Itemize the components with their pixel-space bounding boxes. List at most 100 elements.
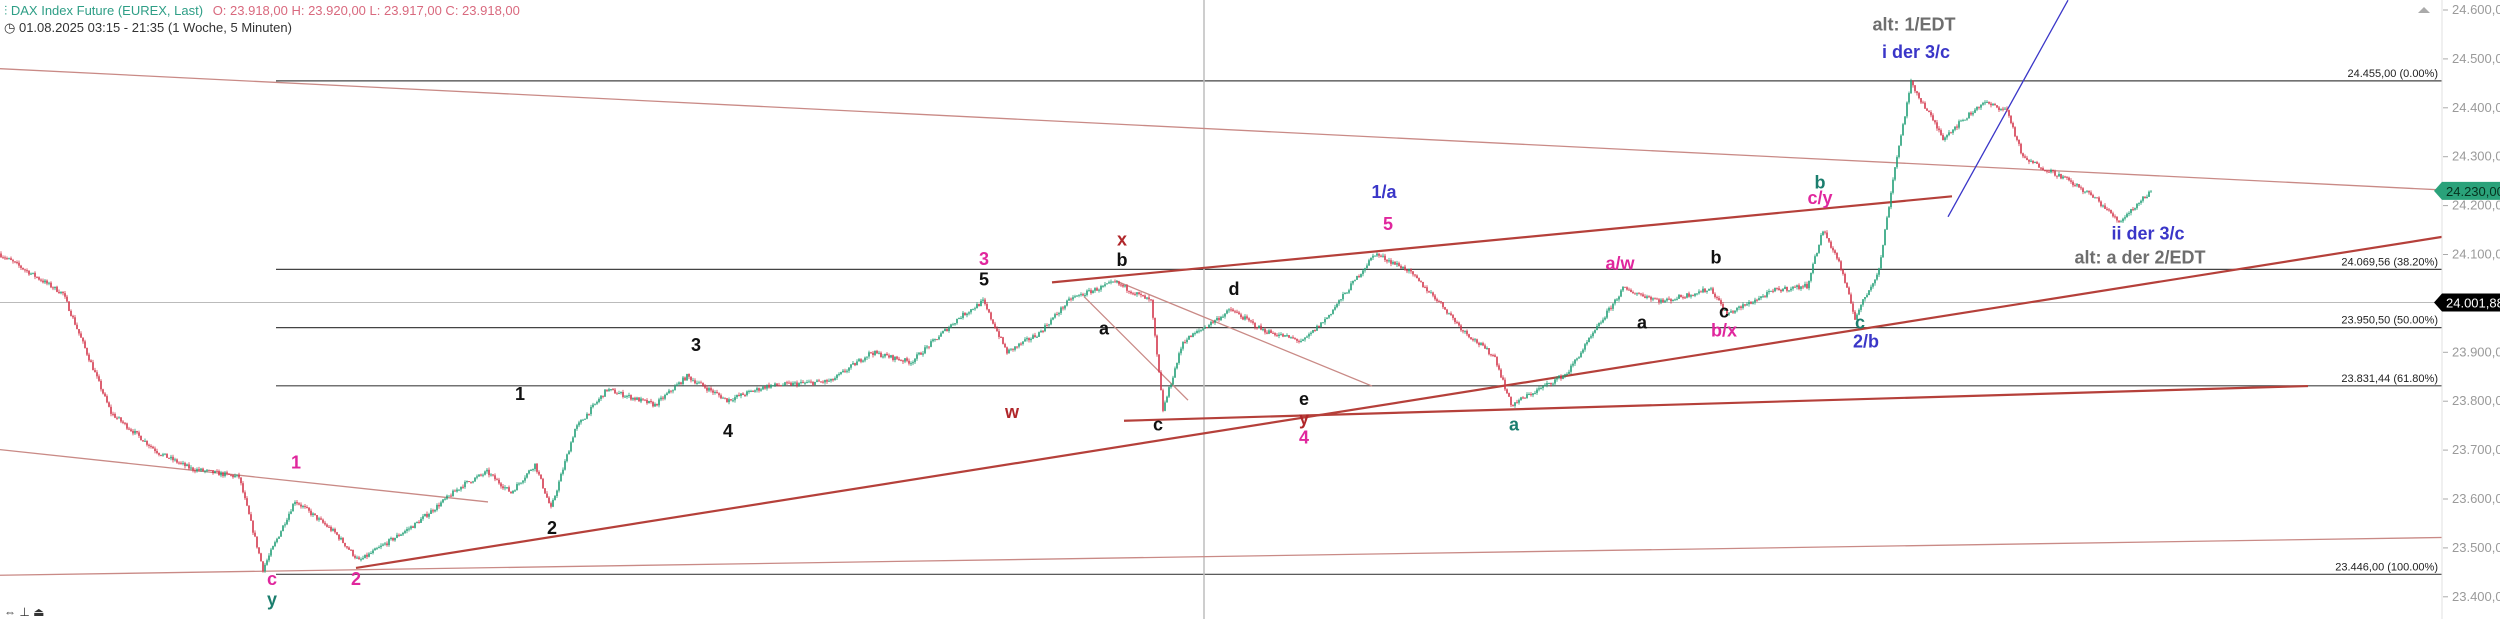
candle-body: [1590, 336, 1592, 338]
candle-body: [904, 358, 906, 362]
candle-body: [194, 470, 196, 472]
candle-body: [112, 413, 114, 415]
anchor-icon[interactable]: ⊥: [19, 605, 30, 619]
candle-body: [524, 477, 526, 481]
candle-body: [886, 353, 888, 356]
candle-body: [2124, 217, 2126, 219]
candle-body: [1096, 288, 1098, 291]
candle-body: [1960, 120, 1962, 122]
candle-body: [656, 403, 658, 406]
candle-body: [980, 300, 982, 307]
candle-body: [386, 543, 388, 546]
swap-icon[interactable]: ⇔: [4, 605, 16, 619]
trendline: [1123, 384, 2309, 422]
candle-body: [730, 399, 732, 401]
candle-body: [990, 312, 992, 320]
candle-body: [292, 504, 294, 512]
candle-body: [1528, 394, 1530, 396]
candle-body: [962, 312, 964, 318]
candle-body: [36, 276, 38, 278]
candle-body: [254, 532, 256, 537]
eject-icon[interactable]: ⏏: [33, 605, 45, 619]
candle-body: [2076, 184, 2078, 186]
candle-body: [1524, 397, 1526, 399]
candle-body: [1954, 126, 1956, 130]
candle-body: [558, 481, 560, 491]
candle-body: [1496, 356, 1498, 366]
candle-body: [576, 425, 578, 429]
candle-body: [1932, 115, 1934, 121]
candle-body: [1966, 118, 1968, 120]
candle-body: [1494, 355, 1496, 357]
candle-body: [1674, 299, 1676, 301]
wave-label: b: [1815, 172, 1826, 192]
candle-body: [850, 364, 852, 368]
trendline: [1115, 280, 1373, 387]
candle-body: [1036, 336, 1038, 338]
candle-body: [1860, 304, 1862, 310]
candle-body: [1794, 286, 1796, 288]
candle-body: [1148, 297, 1150, 300]
candle-body: [1634, 293, 1636, 295]
candle-body: [366, 554, 368, 557]
candle-body: [1938, 128, 1940, 131]
candle-body: [1392, 261, 1394, 264]
candle-body: [1804, 283, 1806, 287]
candle-body: [1100, 285, 1102, 290]
candle-body: [696, 382, 698, 384]
candle-body: [844, 370, 846, 372]
candle-body: [166, 453, 168, 458]
candle-body: [1722, 304, 1724, 310]
candle-body: [884, 353, 886, 357]
candle-body: [826, 380, 828, 382]
candle-body: [912, 362, 914, 364]
candle-body: [520, 482, 522, 484]
candle-body: [448, 495, 450, 497]
candle-body: [1992, 104, 1994, 106]
candle-body: [168, 457, 170, 459]
candle-body: [1950, 132, 1952, 134]
candle-body: [934, 339, 936, 341]
scroll-up-icon[interactable]: [2418, 7, 2430, 13]
candle-body: [216, 470, 218, 472]
candle-body: [976, 304, 978, 309]
candle-body: [2022, 153, 2024, 157]
symbol-name[interactable]: DAX Index Future (EUREX, Last): [10, 3, 204, 18]
candle-body: [592, 404, 594, 407]
candle-body: [1534, 392, 1536, 394]
candle-body: [1018, 343, 1020, 347]
candle-body: [160, 454, 162, 456]
fibonacci-retracement[interactable]: 24.455,00 (0.00%) 24.069,56 (38.20%) 23.95…: [276, 68, 2442, 575]
candle-body: [1186, 339, 1188, 343]
candle-body: [1886, 217, 1888, 230]
candle-body: [280, 531, 282, 537]
candle-body: [410, 526, 412, 529]
candle-body: [1118, 281, 1120, 285]
candle-body: [1132, 293, 1134, 295]
candle-body: [96, 372, 98, 377]
candle-body: [1714, 293, 1716, 298]
candle-body: [1196, 331, 1198, 334]
candle-body: [220, 472, 222, 476]
candle-body: [1744, 304, 1746, 306]
candle-body: [2082, 188, 2084, 193]
candle-body: [1022, 341, 1024, 344]
candle-body: [88, 354, 90, 361]
candle-body: [806, 382, 808, 384]
candle-body: [486, 469, 488, 472]
candle-body: [900, 360, 902, 362]
candle-body: [1570, 365, 1572, 372]
candle-body: [1486, 348, 1488, 350]
candle-body: [504, 487, 506, 489]
candle-body: [484, 471, 486, 475]
candle-body: [1108, 282, 1110, 284]
candle-body: [1470, 337, 1472, 340]
candle-body: [1062, 307, 1064, 309]
candle-body: [1758, 298, 1760, 301]
candle-body: [858, 359, 860, 362]
candle-body: [854, 363, 856, 366]
candle-body: [70, 310, 72, 316]
price-axis[interactable]: 24.600,00 24.500,00 24.400,00 24.300,00 24.2…: [2418, 0, 2500, 619]
